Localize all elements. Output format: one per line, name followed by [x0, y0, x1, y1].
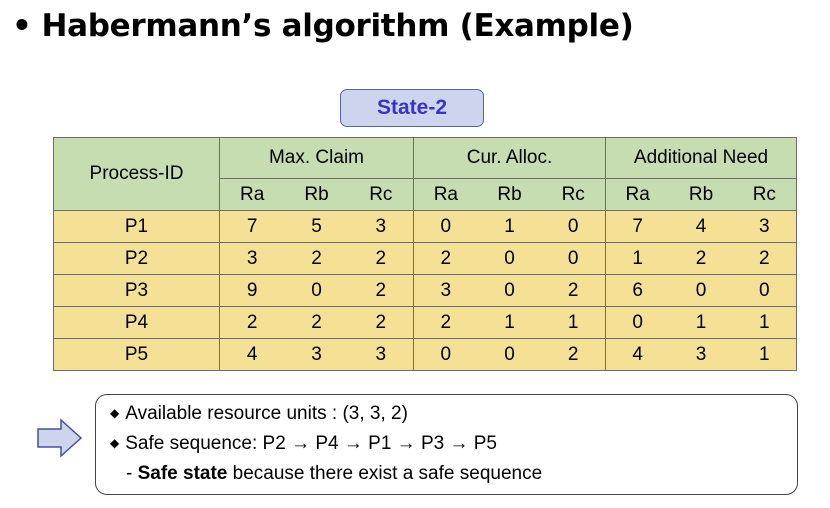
conclusion-text: because there exist a safe sequence — [227, 463, 543, 484]
process-id-cell: P4 — [53, 306, 220, 339]
sub-header: Rc — [369, 183, 393, 205]
max-claim-value: 3 — [246, 247, 258, 269]
need-value: 3 — [759, 215, 770, 237]
max-claim-value: 2 — [375, 247, 387, 269]
cur-alloc-value: 2 — [440, 311, 452, 333]
cur-alloc-value: 2 — [440, 247, 452, 269]
cur-alloc-value: 0 — [504, 279, 515, 301]
table-row: P5 4 3 3 0 0 2 4 3 1 — [53, 338, 797, 371]
max-claim-value: 9 — [246, 279, 258, 301]
need-value: 1 — [632, 247, 643, 269]
need-value: 7 — [632, 215, 643, 237]
need-value: 2 — [695, 247, 707, 269]
state-label: State-2 — [340, 89, 484, 127]
cur-alloc-value: 1 — [504, 311, 515, 333]
table-row: P2 3 2 2 2 0 0 1 2 2 — [53, 242, 797, 275]
cur-alloc-value: 0 — [504, 343, 515, 365]
info-box: ◆ Available resource units : (3, 3, 2) ◆ S… — [95, 394, 798, 495]
conclusion-line: - Safe state because there exist a safe … — [126, 463, 542, 485]
max-claim-value: 2 — [375, 279, 387, 301]
max-claim-value: 2 — [311, 247, 322, 269]
cur-alloc-value: 0 — [567, 215, 579, 237]
need-value: 0 — [632, 311, 643, 333]
max-claim-value: 0 — [311, 279, 322, 301]
max-claim-value: 3 — [375, 215, 387, 237]
max-claim-value: 4 — [246, 343, 258, 365]
process-id-cell: P1 — [53, 210, 220, 243]
sub-header: Ra — [625, 183, 650, 205]
title-text: Habermann’s algorithm (Example) — [41, 8, 634, 44]
sub-header: Rb — [304, 183, 329, 205]
sub-header: Rb — [688, 183, 714, 205]
available-resources-line: ◆ Available resource units : (3, 3, 2) — [110, 403, 408, 425]
diamond-bullet-icon: ◆ — [110, 436, 120, 450]
cur-alloc-value: 0 — [440, 215, 452, 237]
cur-alloc-value: 1 — [504, 215, 515, 237]
slide-title: • Habermann’s algorithm (Example) — [12, 8, 634, 44]
title-bullet: • — [12, 8, 32, 44]
need-value: 1 — [695, 311, 707, 333]
cur-alloc-value: 0 — [567, 247, 579, 269]
cur-alloc-value: 0 — [440, 343, 452, 365]
sub-header: Ra — [433, 183, 458, 205]
need-value: 1 — [759, 343, 770, 365]
diamond-bullet-icon: ◆ — [110, 406, 120, 420]
process-id-cell: P5 — [53, 338, 220, 371]
process-table: Process-ID Max. Claim Cur. Alloc. Additi… — [53, 137, 797, 371]
table-row: P3 9 0 2 3 0 2 6 0 0 — [53, 274, 797, 307]
max-claim-value: 2 — [246, 311, 258, 333]
max-claim-value: 5 — [311, 215, 322, 237]
max-claim-value: 3 — [311, 343, 322, 365]
process-id-header: Process-ID — [53, 137, 220, 211]
safe-state-label: Safe state — [137, 463, 228, 484]
cur-alloc-value: 3 — [440, 279, 452, 301]
max-claim-header: Max. Claim — [219, 137, 414, 179]
need-value: 4 — [695, 215, 707, 237]
sub-header: Ra — [240, 183, 265, 205]
cur-alloc-value: 0 — [504, 247, 515, 269]
need-value: 4 — [632, 343, 643, 365]
cur-alloc-value: 2 — [567, 279, 579, 301]
max-claim-value: 2 — [311, 311, 322, 333]
need-value: 2 — [759, 247, 770, 269]
safe-sequence-line: ◆ Safe sequence: P2 → P4 → P1 → P3 → P5 — [110, 433, 497, 455]
cur-alloc-value: 1 — [567, 311, 579, 333]
cur-alloc-header: Cur. Alloc. — [413, 137, 606, 179]
need-value: 6 — [632, 279, 643, 301]
safe-sequence-text: Safe sequence: P2 → P4 → P1 → P3 → P5 — [125, 433, 497, 454]
table-row: P4 2 2 2 2 1 1 0 1 1 — [53, 306, 797, 339]
conclusion-prefix: - — [126, 463, 138, 484]
process-id-cell: P3 — [53, 274, 220, 307]
need-value: 0 — [695, 279, 707, 301]
max-claim-value: 2 — [375, 311, 387, 333]
sub-header: Rc — [561, 183, 585, 205]
need-value: 1 — [759, 311, 770, 333]
sub-header: Rc — [752, 183, 776, 205]
max-claim-value: 7 — [246, 215, 258, 237]
cur-alloc-value: 2 — [567, 343, 579, 365]
need-value: 0 — [759, 279, 770, 301]
right-arrow-icon — [37, 418, 83, 463]
process-id-cell: P2 — [53, 242, 220, 275]
need-value: 3 — [695, 343, 707, 365]
sub-header: Rb — [497, 183, 522, 205]
available-resources-text: Available resource units : (3, 3, 2) — [125, 403, 408, 424]
additional-need-header: Additional Need — [605, 137, 797, 179]
max-claim-value: 3 — [375, 343, 387, 365]
